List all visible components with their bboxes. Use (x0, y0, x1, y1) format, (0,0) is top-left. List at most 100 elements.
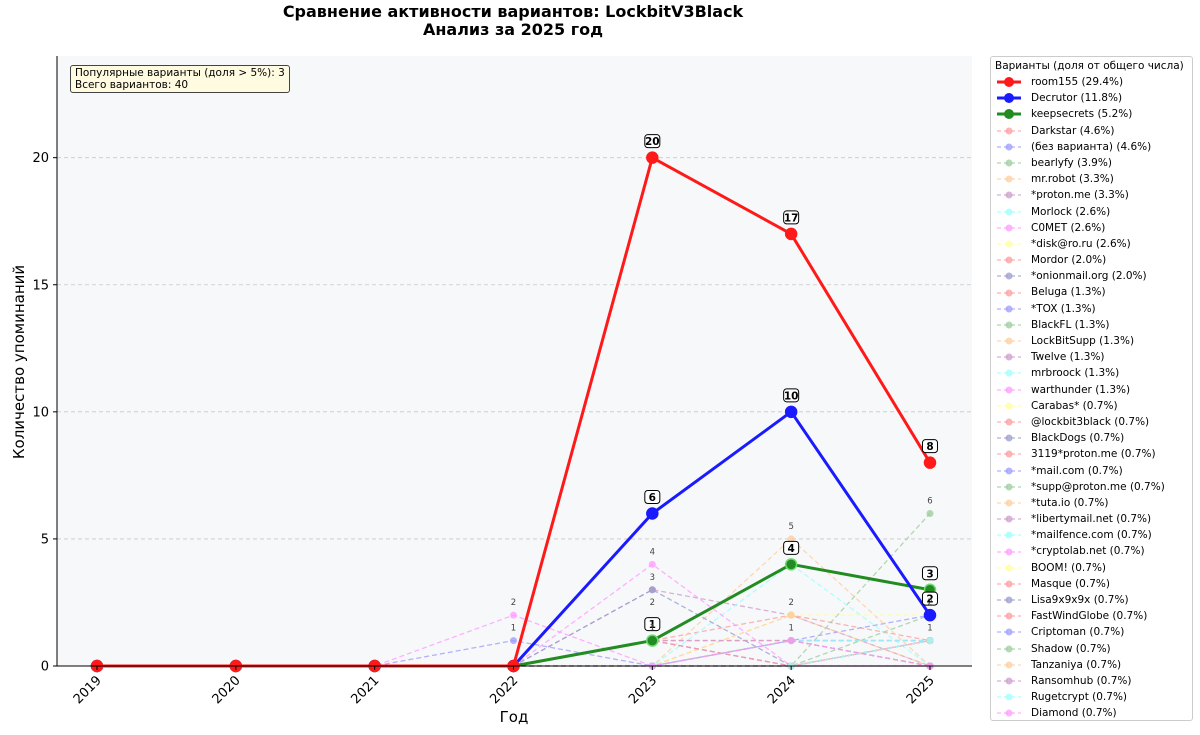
legend-item: *proton.me (3.3%) (995, 187, 1192, 203)
legend-label: *mailfence.com (0.7%) (1031, 529, 1152, 542)
data-label-box (783, 210, 800, 225)
data-label-text: 6 (649, 492, 656, 504)
legend-swatch-marker (1004, 77, 1014, 88)
legend-swatch-marker (1004, 109, 1014, 120)
legend-swatch-marker (1005, 612, 1013, 620)
legend-swatch (997, 531, 1021, 539)
legend-label: Twelve (1.3%) (1031, 351, 1105, 364)
data-label-text: 1 (649, 619, 656, 631)
series-point (646, 507, 659, 520)
legend-swatch-marker (1005, 564, 1013, 572)
legend-swatch-marker (1005, 321, 1013, 329)
legend-item: *mailfence.com (0.7%) (995, 527, 1192, 543)
legend-label: *proton.me (3.3%) (1031, 189, 1129, 202)
legend-swatch (997, 109, 1021, 120)
legend-swatch-marker (1005, 580, 1013, 588)
legend-item: *onionmail.org (2.0%) (995, 268, 1192, 284)
legend-swatch (997, 564, 1021, 572)
data-label: 2 (921, 591, 938, 606)
legend-item: mr.robot (3.3%) (995, 171, 1192, 187)
legend-swatch (997, 645, 1021, 653)
legend-swatch-marker (1005, 353, 1013, 361)
legend-item: *mail.com (0.7%) (995, 463, 1192, 479)
legend-swatch-marker (1005, 434, 1013, 442)
legend-swatch (997, 434, 1021, 442)
legend-label: Carabas* (0.7%) (1031, 399, 1118, 412)
legend-swatch (997, 661, 1021, 669)
legend-label: *tuta.io (0.7%) (1031, 496, 1109, 509)
x-axis-label: Год (500, 708, 529, 726)
legend-item: *disk@ro.ru (2.6%) (995, 236, 1192, 252)
legend-swatch-marker (1005, 143, 1013, 151)
legend-label: Masque (0.7%) (1031, 577, 1110, 590)
series-point (646, 634, 659, 647)
legend-item: *cryptolab.net (0.7%) (995, 543, 1192, 559)
legend-label: Shadow (0.7%) (1031, 642, 1111, 655)
annotation-line-total: Всего вариантов: 40 (75, 79, 189, 91)
legend-item: BOOM! (0.7%) (995, 560, 1192, 576)
legend-item: *supp@proton.me (0.7%) (995, 479, 1192, 495)
legend-swatch-marker (1005, 208, 1013, 216)
grid (57, 157, 972, 540)
series-point (787, 535, 795, 543)
legend-swatch (997, 580, 1021, 588)
series-point (923, 456, 937, 469)
legend-label: *libertymail.net (0.7%) (1031, 513, 1152, 526)
legend-label: *mail.com (0.7%) (1031, 464, 1123, 477)
legend-swatch-marker (1005, 450, 1013, 458)
series-point (923, 608, 937, 622)
legend-item: BlackDogs (0.7%) (995, 430, 1192, 446)
series-point (926, 510, 934, 517)
legend-label: bearlyfy (3.9%) (1031, 156, 1112, 169)
legend-swatch (997, 159, 1021, 167)
data-label-box (644, 617, 661, 632)
legend-swatch-marker (1005, 531, 1013, 539)
legend-swatch-marker (1005, 661, 1013, 669)
legend-swatch (997, 467, 1021, 475)
series-point (509, 611, 517, 619)
legend-swatch (997, 402, 1021, 410)
legend-label: Beluga (1.3%) (1031, 286, 1106, 299)
minor-data-label: 5 (788, 522, 793, 532)
legend-swatch (997, 628, 1021, 636)
legend-swatch (997, 369, 1021, 377)
legend-swatch (997, 240, 1021, 248)
legend-swatch (997, 515, 1021, 523)
legend-swatch (997, 677, 1021, 685)
data-label: 17 (783, 210, 800, 225)
data-label-text: 8 (926, 441, 933, 453)
data-label-text: 4 (787, 543, 794, 555)
legend-swatch (997, 450, 1021, 458)
legend-item: FastWindGlobe (0.7%) (995, 608, 1192, 624)
plot-area (57, 56, 972, 666)
legend-swatch (997, 191, 1021, 199)
legend-swatch-marker (1005, 515, 1013, 523)
legend-swatch-marker (1005, 127, 1013, 135)
legend-label: Criptoman (0.7%) (1031, 626, 1125, 639)
minor-data-label: 2 (650, 598, 655, 608)
legend-swatch (997, 612, 1021, 620)
legend-label: BlackFL (1.3%) (1031, 318, 1110, 331)
y-tick-label: 5 (41, 532, 49, 547)
legend-label: *disk@ro.ru (2.6%) (1031, 237, 1131, 250)
legend-item: Masque (0.7%) (995, 576, 1192, 592)
data-label: 6 (644, 490, 661, 504)
legend-swatch-marker (1005, 305, 1013, 313)
minor-data-label: 2 (927, 598, 932, 608)
legend-label: (без варианта) (4.6%) (1031, 140, 1152, 153)
axes (53, 56, 972, 670)
x-tick-label: 2021 (348, 673, 382, 707)
legend-item: Decrutor (11.8%) (995, 90, 1192, 106)
legend-item: Twelve (1.3%) (995, 349, 1192, 365)
minor-data-label: 3 (650, 573, 655, 583)
legend-swatch (997, 93, 1021, 104)
legend-swatch-marker (1004, 93, 1014, 104)
legend-label: *cryptolab.net (0.7%) (1031, 545, 1145, 558)
legend-item: Ransomhub (0.7%) (995, 673, 1192, 689)
minor-data-label: 2 (511, 598, 516, 608)
legend-swatch-marker (1005, 483, 1013, 491)
legend-label: BlackDogs (0.7%) (1031, 432, 1125, 445)
minor-data-label: 2 (788, 598, 793, 608)
legend-item: *libertymail.net (0.7%) (995, 511, 1192, 527)
legend-swatch (997, 321, 1021, 329)
